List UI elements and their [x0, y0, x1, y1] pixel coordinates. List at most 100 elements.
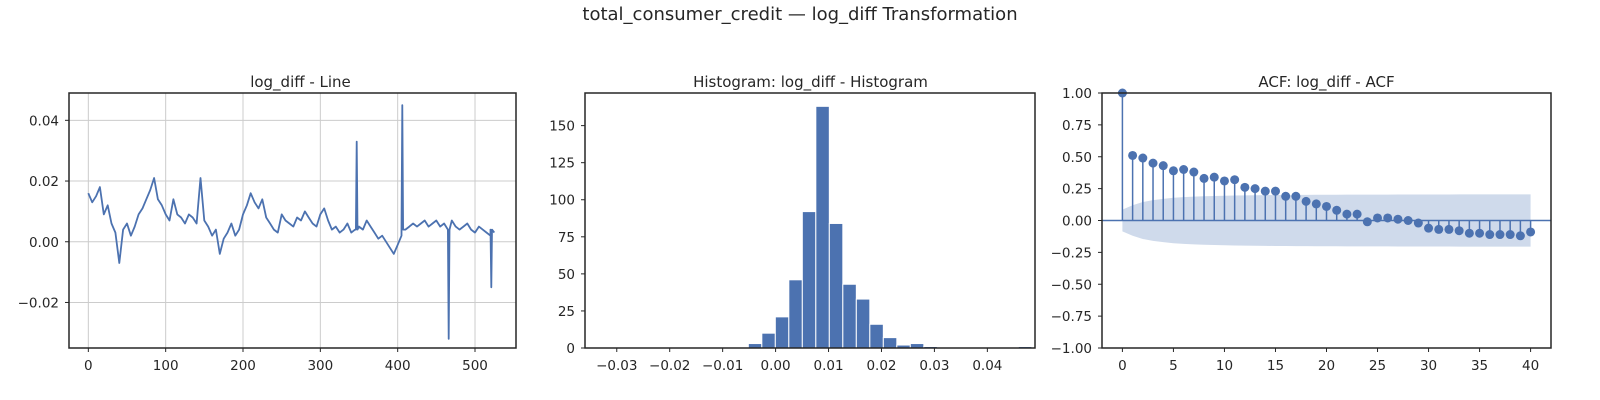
y-tick-label: 0.04 — [29, 113, 59, 129]
y-tick-label: −0.50 — [1051, 277, 1092, 293]
x-tick-label: 0.02 — [866, 358, 896, 374]
x-tick-label: 300 — [307, 358, 333, 374]
y-tick-label: −1.00 — [1051, 341, 1092, 357]
acf-marker — [1495, 230, 1505, 240]
x-tick-label: 35 — [1471, 358, 1488, 374]
x-tick-label: 400 — [385, 358, 411, 374]
y-tick-label: 50 — [558, 267, 575, 283]
acf-marker — [1393, 214, 1403, 224]
y-tick-label: 0.02 — [29, 174, 59, 190]
log-diff-series-line — [87, 104, 496, 340]
x-tick-label: 5 — [1169, 358, 1178, 374]
y-tick-label: 75 — [558, 230, 575, 246]
acf-marker — [1209, 172, 1219, 182]
x-tick-label: 100 — [153, 358, 179, 374]
acf-marker — [1342, 209, 1352, 219]
axes-frame — [584, 92, 1036, 349]
x-tick-label: 0.01 — [813, 358, 843, 374]
acf-marker — [1444, 224, 1454, 234]
acf-marker — [1475, 228, 1485, 238]
x-tick-label: 20 — [1318, 358, 1335, 374]
histogram-bar — [801, 211, 817, 349]
y-tick-label: 0.50 — [1062, 150, 1092, 166]
acf-marker — [1301, 196, 1311, 206]
histogram-bar — [761, 332, 776, 349]
acf-marker — [1148, 158, 1158, 168]
x-tick-label: 15 — [1267, 358, 1284, 374]
y-tick-label: 0.75 — [1062, 118, 1092, 134]
x-tick-label: 10 — [1216, 358, 1233, 374]
y-tick-label: −0.02 — [18, 295, 59, 311]
y-tick-label: 1.00 — [1062, 86, 1092, 102]
acf-marker — [1373, 213, 1383, 223]
acf-marker — [1311, 199, 1321, 209]
y-tick-label: −0.25 — [1051, 245, 1092, 261]
y-tick-label: −0.75 — [1051, 309, 1092, 325]
x-tick-label: −0.02 — [649, 358, 690, 374]
y-tick-label: 100 — [549, 193, 575, 209]
histogram-bar — [842, 283, 857, 349]
x-tick-label: 0 — [1118, 358, 1127, 374]
acf-marker — [1199, 173, 1209, 183]
x-tick-label: −0.03 — [596, 358, 637, 374]
acf-panel: ACF: log_diff - ACF 0 5 10 15 20 25 30 35 40 −1.0… — [1051, 73, 1552, 374]
histogram-bar — [882, 337, 898, 349]
histogram-bar — [869, 323, 884, 349]
line-panel-title: log_diff - Line — [250, 73, 351, 92]
histogram-panel: Histogram: log_diff - Histogram −0.03 −0.… — [549, 73, 1036, 374]
x-tick-label: 25 — [1369, 358, 1386, 374]
x-tick-label: 0.00 — [761, 358, 791, 374]
acf-marker — [1413, 218, 1423, 228]
x-tick-label: 0.04 — [972, 358, 1002, 374]
y-tick-label: 150 — [549, 119, 575, 135]
axes-frame — [68, 92, 517, 349]
acf-marker — [1485, 230, 1495, 240]
acf-marker — [1189, 167, 1199, 177]
y-tick-label: 0.25 — [1062, 182, 1092, 198]
y-tick-label: 0 — [566, 341, 575, 357]
x-tick-label: 0.03 — [919, 358, 949, 374]
acf-marker — [1291, 191, 1301, 201]
x-tick-label: 40 — [1522, 358, 1539, 374]
y-tick-label: 25 — [558, 304, 575, 320]
acf-marker — [1403, 216, 1413, 225]
acf-marker — [1332, 205, 1342, 215]
acf-marker — [1168, 166, 1178, 176]
histogram-bar — [855, 298, 871, 349]
acf-panel-title: ACF: log_diff - ACF — [1258, 73, 1394, 92]
line-panel: log_diff - Line 0 100 200 300 400 500 −0.02 0.0… — [18, 73, 517, 374]
x-tick-label: 200 — [230, 358, 256, 374]
acf-marker — [1362, 217, 1372, 227]
figure-suptitle: total_consumer_credit — log_diff Transfo… — [582, 4, 1018, 25]
acf-marker — [1352, 209, 1362, 219]
acf-marker — [1281, 191, 1291, 201]
acf-marker — [1424, 223, 1434, 233]
acf-marker — [1464, 228, 1474, 238]
acf-marker — [1260, 186, 1270, 196]
acf-marker — [1240, 182, 1250, 192]
acf-marker — [1322, 201, 1331, 211]
histogram-bar — [788, 279, 803, 349]
y-tick-label: 0.00 — [1062, 214, 1092, 230]
acf-marker — [1250, 184, 1260, 194]
x-tick-label: 0 — [84, 358, 93, 374]
x-tick-label: 30 — [1420, 358, 1437, 374]
x-tick-label: 500 — [462, 358, 488, 374]
axes-frame — [1101, 92, 1552, 349]
acf-marker — [1515, 231, 1525, 241]
acf-marker — [1383, 213, 1393, 223]
acf-marker — [1158, 161, 1168, 171]
acf-marker — [1526, 227, 1536, 237]
acf-marker — [1230, 175, 1240, 185]
acf-marker — [1454, 226, 1464, 236]
histogram-bar — [828, 222, 844, 349]
acf-marker — [1179, 165, 1189, 174]
acf-marker — [1128, 150, 1138, 160]
histogram-panel-title: Histogram: log_diff - Histogram — [693, 73, 928, 92]
x-tick-label: −0.01 — [702, 358, 743, 374]
acf-marker — [1434, 224, 1444, 234]
y-tick-label: 0.00 — [29, 235, 59, 251]
acf-marker — [1505, 230, 1515, 240]
